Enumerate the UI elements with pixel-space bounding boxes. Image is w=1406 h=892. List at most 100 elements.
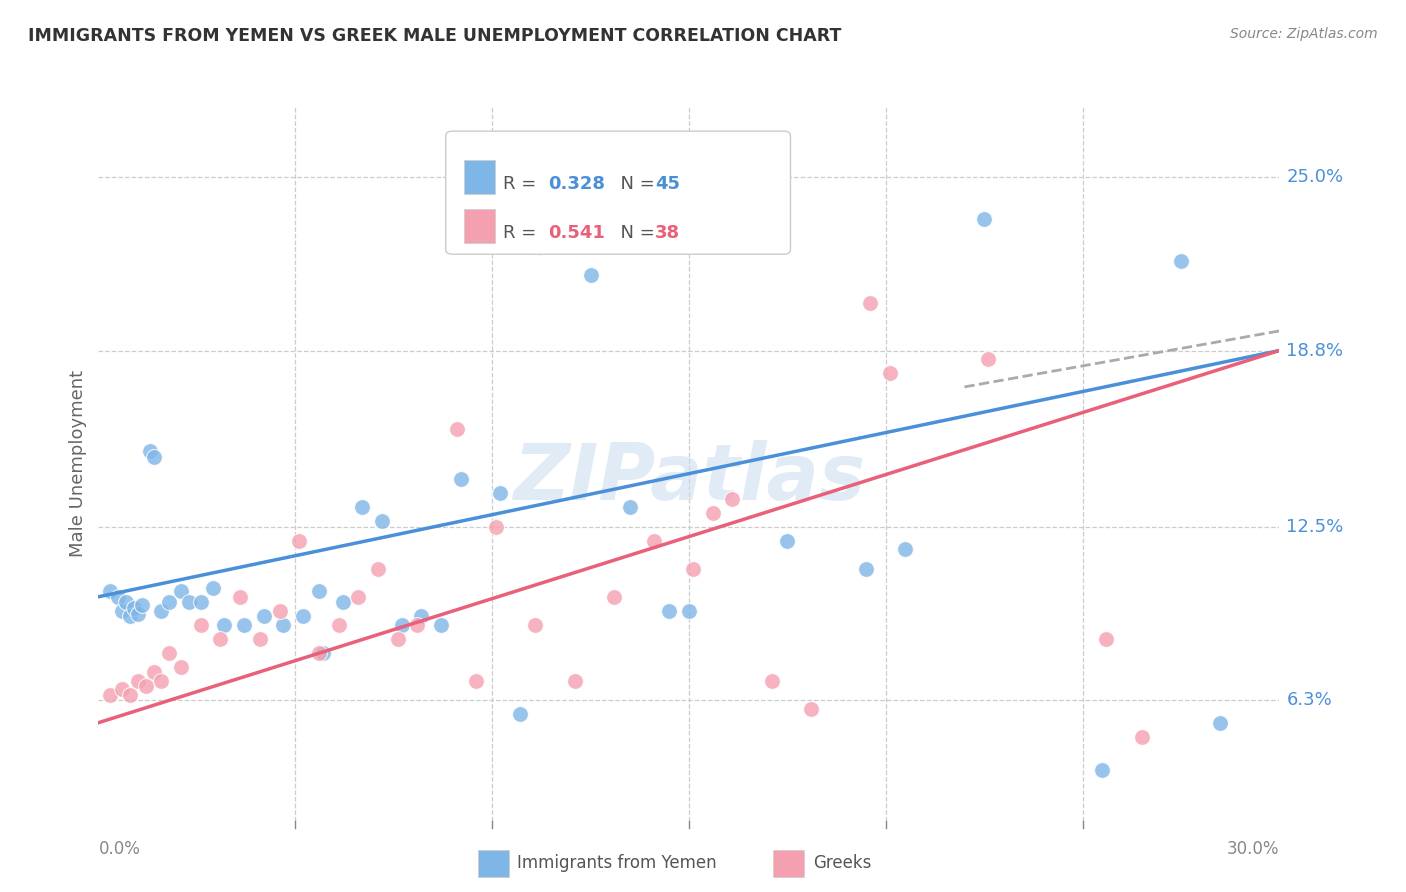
Text: 45: 45 (655, 175, 681, 193)
Point (142, 450, 165, 464)
Point (190, 617, 212, 632)
Point (127, 673, 149, 688)
Point (411, 609, 433, 624)
Point (150, 673, 173, 688)
Point (328, 617, 350, 632)
Point (269, 604, 291, 618)
Point (721, 491, 744, 506)
Point (201, 582, 224, 596)
Point (352, 500, 374, 515)
Point (288, 533, 311, 548)
Point (524, 617, 547, 632)
Point (107, 590, 129, 604)
Point (529, 240, 551, 254)
Point (98, 584, 121, 599)
Point (387, 632, 409, 646)
Point (1130, 730, 1153, 744)
Point (658, 604, 681, 618)
Point (332, 595, 354, 609)
Point (509, 707, 531, 722)
Point (879, 366, 901, 380)
Point (1095, 632, 1118, 646)
Text: IMMIGRANTS FROM YEMEN VS GREEK MALE UNEMPLOYMENT CORRELATION CHART: IMMIGRANTS FROM YEMEN VS GREEK MALE UNEM… (28, 27, 842, 45)
Y-axis label: Male Unemployment: Male Unemployment (69, 370, 87, 558)
Point (292, 609, 315, 624)
Point (678, 604, 700, 618)
Text: 18.8%: 18.8% (1286, 342, 1344, 359)
Point (682, 562, 704, 576)
Point (138, 444, 160, 458)
Point (170, 584, 193, 599)
Point (446, 422, 468, 436)
Point (465, 673, 488, 688)
Point (233, 617, 256, 632)
Point (977, 351, 1000, 366)
Point (98, 688, 121, 702)
Point (973, 211, 995, 226)
Text: Immigrants from Yemen: Immigrants from Yemen (517, 855, 717, 872)
Text: 25.0%: 25.0% (1286, 168, 1344, 186)
Text: Greeks: Greeks (813, 855, 872, 872)
Point (142, 665, 165, 680)
Text: N =: N = (609, 224, 661, 242)
Point (273, 617, 295, 632)
Point (371, 514, 394, 528)
Point (150, 604, 173, 618)
Point (131, 598, 153, 612)
Point (308, 584, 330, 599)
Text: 38: 38 (655, 224, 681, 242)
Point (127, 607, 149, 621)
Point (894, 542, 917, 557)
Text: 6.3%: 6.3% (1286, 691, 1333, 709)
Point (177, 595, 200, 609)
Point (430, 617, 453, 632)
Point (214, 617, 236, 632)
Point (229, 590, 252, 604)
Point (485, 520, 508, 534)
Text: R =: R = (503, 175, 543, 193)
Point (347, 590, 370, 604)
Point (855, 562, 877, 576)
Point (391, 617, 413, 632)
Point (135, 679, 157, 693)
Point (111, 682, 134, 697)
Point (603, 590, 626, 604)
Point (859, 296, 882, 310)
Point (157, 595, 180, 609)
Point (761, 673, 783, 688)
Point (157, 646, 180, 660)
Point (1170, 254, 1192, 268)
Point (170, 659, 193, 673)
Text: N =: N = (609, 175, 661, 193)
Point (115, 595, 138, 609)
Point (406, 617, 429, 632)
Text: 0.0%: 0.0% (98, 840, 141, 858)
Point (367, 562, 389, 576)
Point (619, 500, 641, 515)
Point (450, 472, 472, 486)
Text: R =: R = (503, 224, 543, 242)
Point (308, 646, 330, 660)
Point (800, 702, 823, 716)
Point (111, 604, 134, 618)
Point (312, 646, 335, 660)
Point (249, 632, 271, 646)
Text: 12.5%: 12.5% (1286, 517, 1344, 536)
Point (1209, 715, 1232, 730)
Point (118, 609, 141, 624)
Point (253, 609, 276, 624)
Point (643, 533, 665, 548)
Point (122, 601, 145, 615)
Point (1091, 764, 1114, 778)
Text: 0.328: 0.328 (548, 175, 606, 193)
Point (118, 688, 141, 702)
Point (579, 268, 602, 282)
Text: Source: ZipAtlas.com: Source: ZipAtlas.com (1230, 27, 1378, 41)
Point (776, 533, 799, 548)
Text: 0.541: 0.541 (548, 224, 605, 242)
Text: ZIPatlas: ZIPatlas (513, 440, 865, 516)
Point (564, 673, 586, 688)
Point (190, 595, 212, 609)
Point (702, 506, 724, 520)
Point (209, 632, 232, 646)
